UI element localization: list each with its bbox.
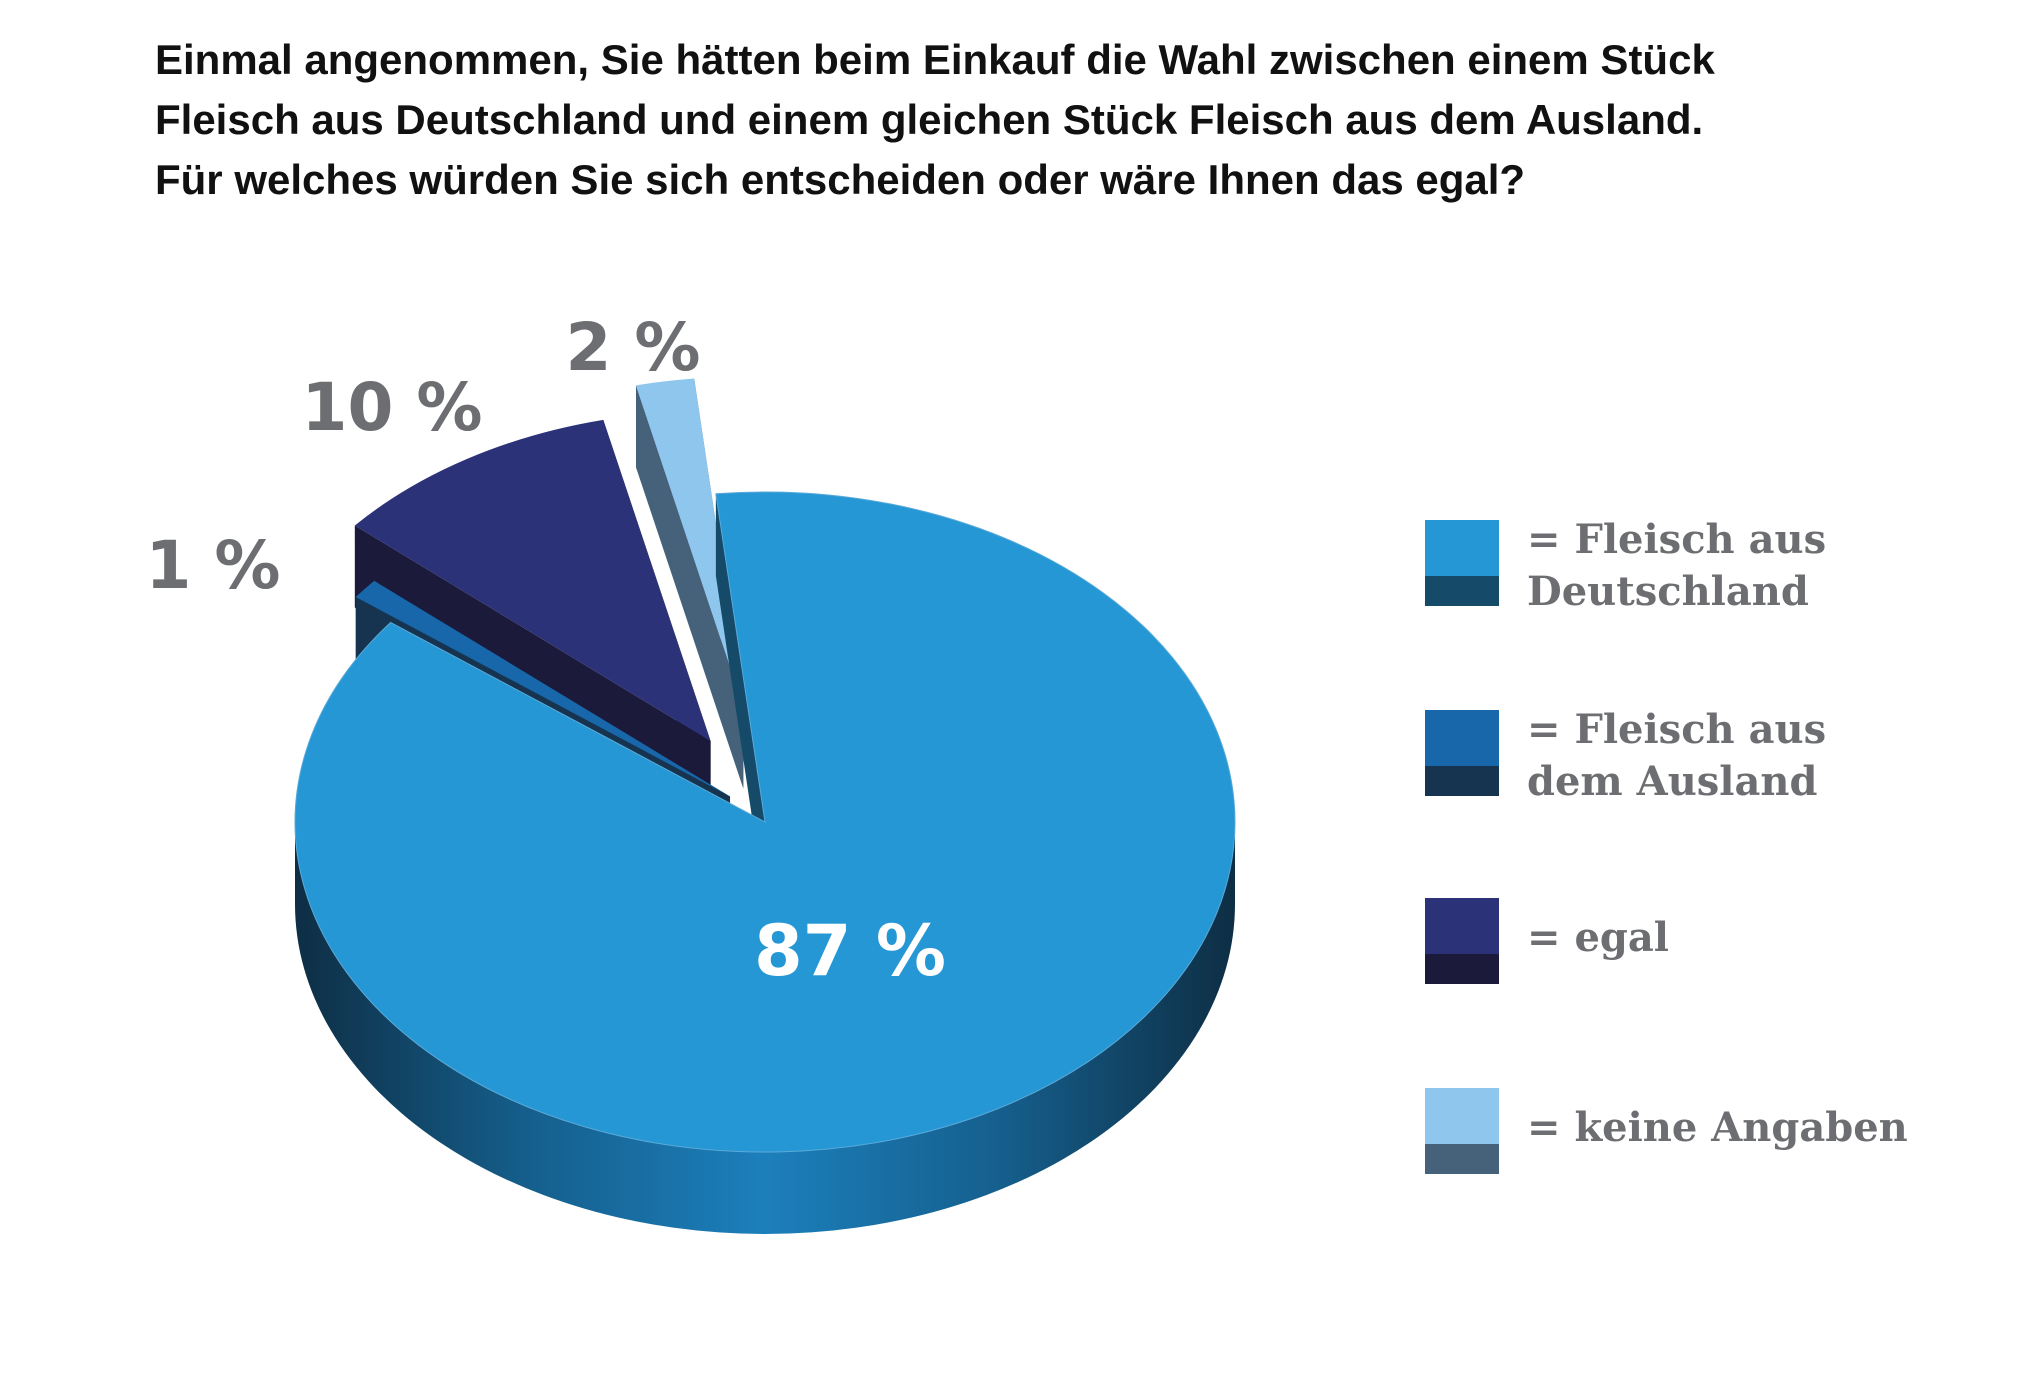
legend-item-egal: = egal bbox=[1425, 898, 2025, 988]
legend-swatch-top bbox=[1425, 520, 1499, 576]
slice-label-egal: 10 % bbox=[302, 369, 483, 446]
slice-label-deutschland: 87 % bbox=[754, 910, 946, 992]
legend-label-egal: = egal bbox=[1527, 912, 2007, 964]
pie-slice-top bbox=[294, 491, 1236, 1153]
legend-swatch-side bbox=[1425, 766, 1499, 796]
legend-swatch-side bbox=[1425, 1144, 1499, 1174]
pie-slice-rim bbox=[295, 822, 1235, 1234]
legend-label-line-1: = Fleisch aus bbox=[1527, 706, 1827, 753]
slice-label-keine-angaben: 2 % bbox=[565, 309, 700, 386]
legend-swatch-deutschland bbox=[1425, 520, 1499, 606]
legend-item-keine-angaben: = keine Angaben bbox=[1425, 1088, 2025, 1178]
legend-swatch-egal bbox=[1425, 898, 1499, 984]
legend-swatch-ausland bbox=[1425, 710, 1499, 796]
chart-title-line-3: Für welches würden Sie sich entscheiden … bbox=[155, 156, 1526, 203]
legend-label-line-2: Deutschland bbox=[1527, 568, 1809, 615]
pie-slice-top bbox=[355, 580, 731, 797]
legend-label-line-2: dem Ausland bbox=[1527, 758, 1818, 805]
chart-title-line-2: Fleisch aus Deutschland und einem gleich… bbox=[155, 96, 1704, 143]
pie-labels: 87 % 1 % 10 % 2 % bbox=[145, 309, 945, 992]
legend-swatch-side bbox=[1425, 576, 1499, 606]
legend-label-deutschland: = Fleisch aus Deutschland bbox=[1527, 514, 2007, 618]
legend-item-deutschland: = Fleisch aus Deutschland bbox=[1425, 516, 2025, 615]
legend-swatch-top bbox=[1425, 898, 1499, 954]
pie-slice-0 bbox=[294, 491, 1236, 1234]
legend-label-keine-angaben: = keine Angaben bbox=[1527, 1102, 2007, 1154]
pie-slices bbox=[294, 378, 1236, 1234]
legend-label-line-1: = keine Angaben bbox=[1527, 1104, 1908, 1151]
pie-slice-top bbox=[635, 378, 744, 707]
legend-swatch-top bbox=[1425, 1088, 1499, 1144]
legend-swatch-top bbox=[1425, 710, 1499, 766]
legend-label-line-1: = egal bbox=[1527, 914, 1669, 961]
pie-slice-wall bbox=[635, 385, 744, 789]
pie-slice-wall bbox=[715, 493, 765, 904]
slice-label-ausland: 1 % bbox=[145, 527, 280, 604]
chart-title: Einmal angenommen, Sie hätten beim Einka… bbox=[155, 30, 1955, 210]
pie-slice-top bbox=[354, 419, 711, 742]
legend-label-ausland: = Fleisch aus dem Ausland bbox=[1527, 704, 2007, 808]
legend-swatch-keine-angaben bbox=[1425, 1088, 1499, 1174]
legend-swatch-side bbox=[1425, 954, 1499, 984]
legend-label-line-1: = Fleisch aus bbox=[1527, 516, 1827, 563]
chart-title-line-1: Einmal angenommen, Sie hätten beim Einka… bbox=[155, 36, 1715, 83]
legend-item-ausland: = Fleisch aus dem Ausland bbox=[1425, 706, 2025, 805]
